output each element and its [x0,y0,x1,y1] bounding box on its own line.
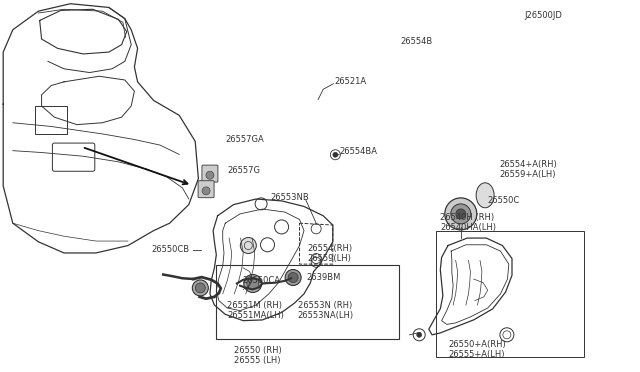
Circle shape [241,237,256,254]
Circle shape [445,198,477,230]
Circle shape [451,204,471,224]
Text: 26550C: 26550C [488,196,520,205]
Text: 26553N (RH)
26553NA(LH): 26553N (RH) 26553NA(LH) [298,301,354,320]
Text: 26554(RH)
26559(LH): 26554(RH) 26559(LH) [307,244,353,263]
Circle shape [456,209,466,219]
Circle shape [202,187,210,195]
Text: 26521A: 26521A [334,77,366,86]
Bar [35,106,67,134]
Circle shape [288,273,298,282]
Text: J26500JD: J26500JD [525,11,563,20]
FancyBboxPatch shape [202,165,218,182]
Text: 26554+A(RH)
26559+A(LH): 26554+A(RH) 26559+A(LH) [499,160,557,179]
Text: 26550CB: 26550CB [151,246,189,254]
Text: 26550+A(RH)
26555+A(LH): 26550+A(RH) 26555+A(LH) [448,340,506,359]
Text: 26557G: 26557G [228,166,261,175]
Text: 2639BM: 2639BM [306,273,340,282]
Text: 26550CA: 26550CA [242,276,280,285]
Text: 26554B: 26554B [400,37,432,46]
Text: 26557GA: 26557GA [225,135,264,144]
Text: 26540H (RH)
26540HA(LH): 26540H (RH) 26540HA(LH) [440,213,497,232]
FancyBboxPatch shape [198,181,214,198]
Circle shape [417,332,422,337]
Circle shape [244,275,262,292]
Bar [216,265,399,339]
Circle shape [206,171,214,179]
Ellipse shape [476,183,494,208]
Text: 26554BA: 26554BA [339,147,377,156]
Circle shape [247,278,259,289]
Text: 26553NB: 26553NB [270,193,309,202]
Bar [436,231,584,357]
Text: 26550 (RH)
26555 (LH): 26550 (RH) 26555 (LH) [234,346,282,365]
Circle shape [192,280,209,296]
Text: 26551M (RH)
26551MA(LH): 26551M (RH) 26551MA(LH) [227,301,284,320]
Circle shape [285,269,301,286]
Circle shape [195,283,205,293]
Circle shape [333,152,338,157]
